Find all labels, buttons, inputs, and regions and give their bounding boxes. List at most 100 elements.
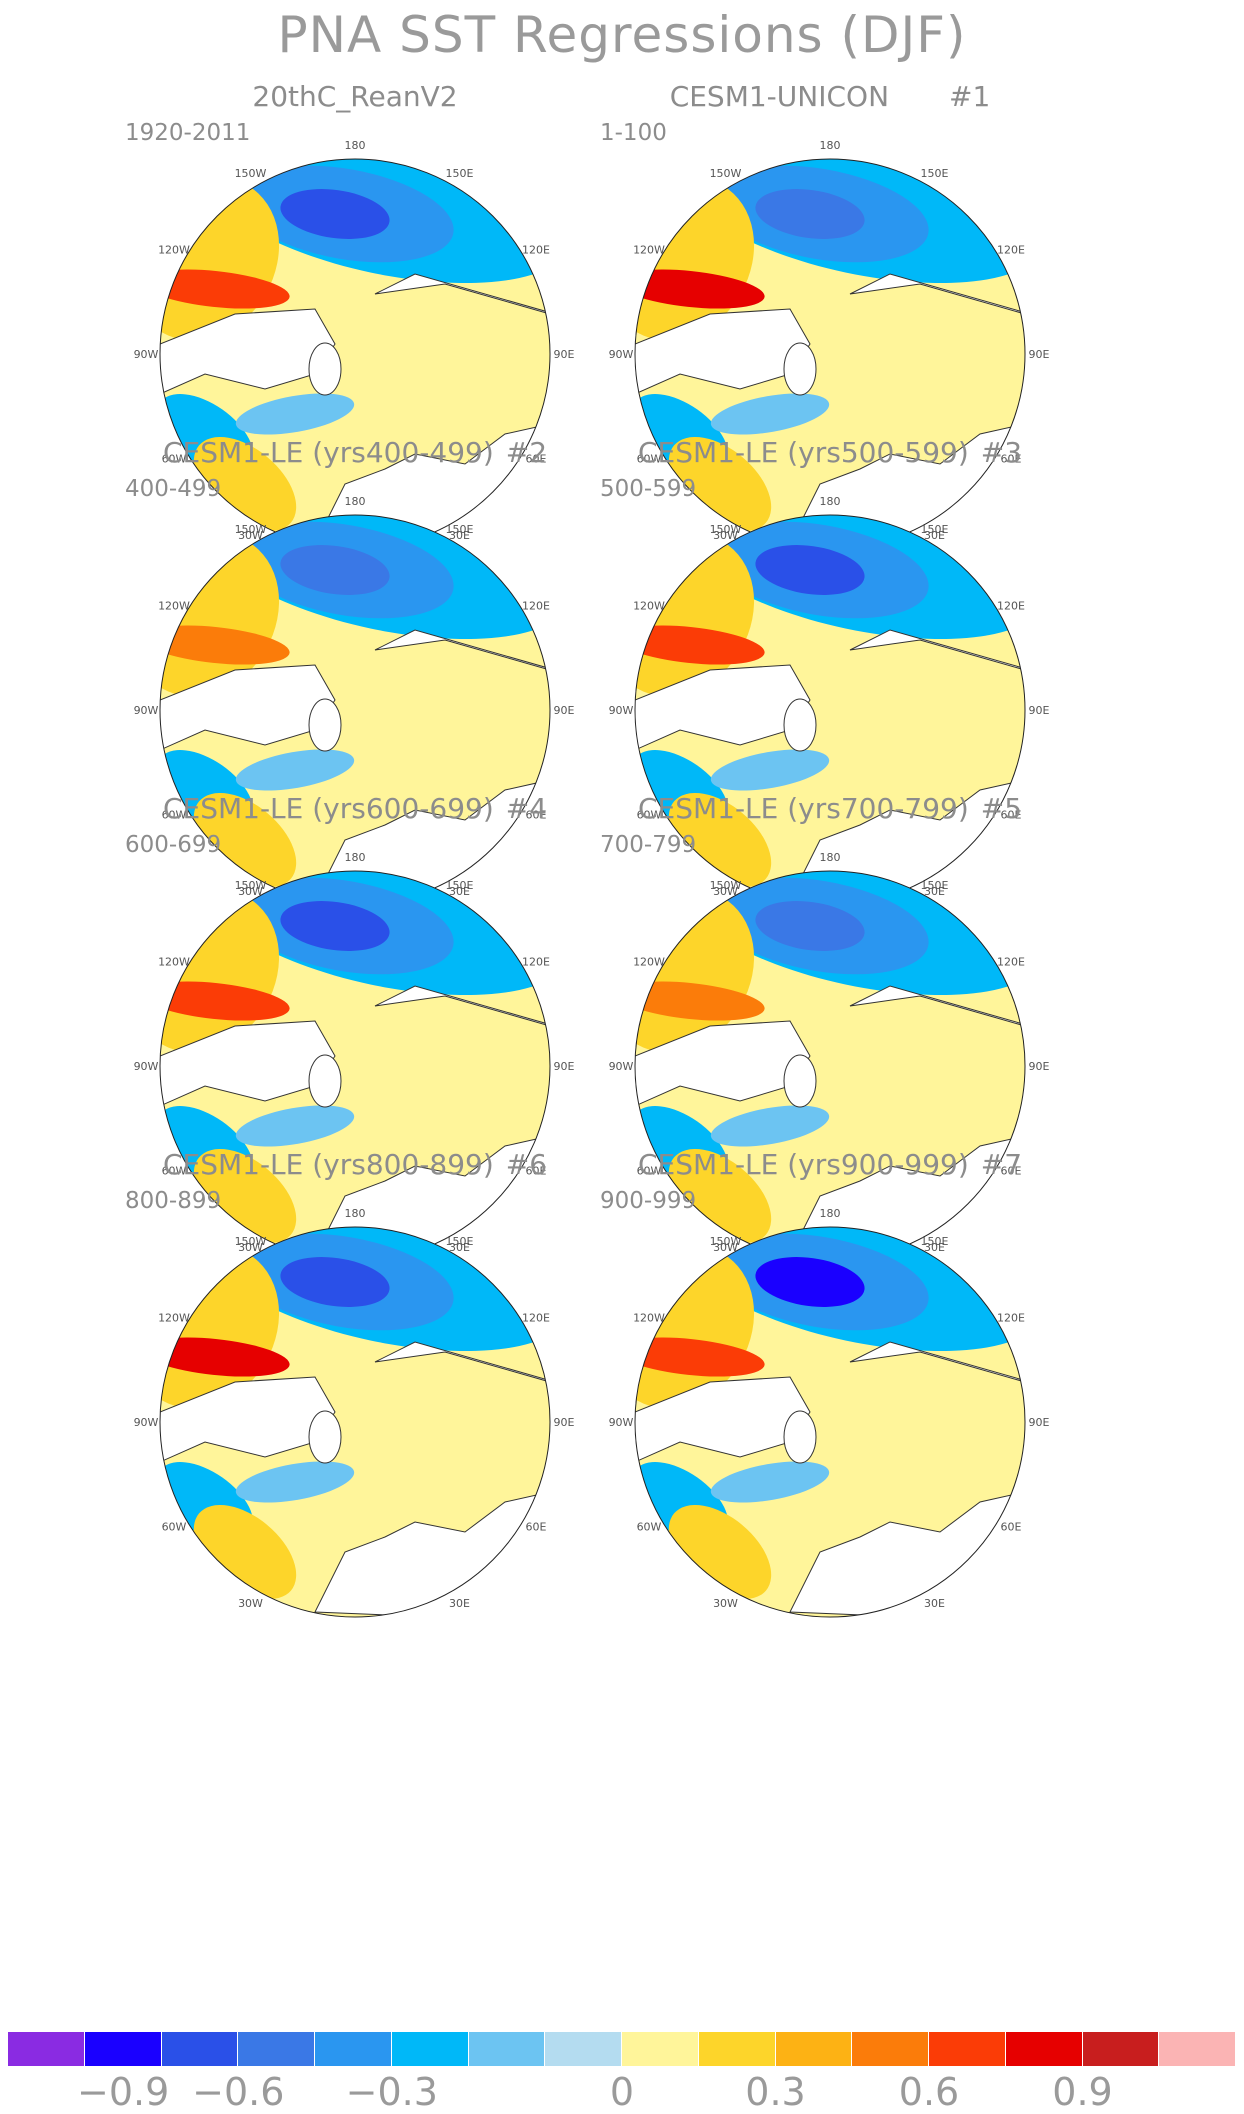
colorbar-segment xyxy=(852,2032,929,2066)
panel-years: 900-999 xyxy=(600,1188,697,1214)
longitude-label: 150W xyxy=(710,523,742,536)
map-panel-3: CESM1-LE (yrs400-499) #2 400-499 180 150E 120… xyxy=(115,436,595,906)
longitude-label: 120W xyxy=(158,1312,190,1325)
panel-title: CESM1-LE (yrs900-999) #7 xyxy=(590,1148,1070,1181)
panel-title: CESM1-LE (yrs700-799) #5 xyxy=(590,792,1070,825)
longitude-label: 30W xyxy=(238,1241,263,1254)
greenland-landmass xyxy=(783,1054,817,1108)
east-pacific-anomaly-core xyxy=(160,1337,290,1377)
longitude-label: 150E xyxy=(446,523,474,536)
colorbar-segment xyxy=(622,2032,699,2066)
longitude-label: 30E xyxy=(924,1241,945,1254)
panel-years: 700-799 xyxy=(600,832,697,858)
longitude-label: 30E xyxy=(924,1597,945,1610)
longitude-label: 180 xyxy=(345,139,366,152)
longitude-label: 30W xyxy=(713,1241,738,1254)
panel-model-name: CESM1-LE (yrs500-599) xyxy=(637,436,969,469)
panel-title: 20thC_ReanV2 xyxy=(115,80,595,113)
longitude-label: 120E xyxy=(997,1312,1025,1325)
colorbar-segment xyxy=(238,2032,315,2066)
greenland-landmass xyxy=(783,342,817,396)
longitude-label: 180 xyxy=(345,1207,366,1220)
colorbar-segment xyxy=(161,2032,239,2066)
panel-years: 600-699 xyxy=(125,832,222,858)
panel-title: CESM1-LE (yrs800-899) #6 xyxy=(115,1148,595,1181)
subpolar-atlantic-anomaly xyxy=(235,1461,355,1503)
longitude-label: 90W xyxy=(609,704,634,717)
panel-number: #1 xyxy=(949,80,991,113)
longitude-label: 180 xyxy=(345,495,366,508)
longitude-label: 60W xyxy=(637,453,662,466)
panel-number: #2 xyxy=(505,436,548,469)
longitude-label: 120W xyxy=(158,600,190,613)
longitude-label: 90E xyxy=(554,1060,575,1073)
colorbar-segment xyxy=(84,2032,162,2066)
longitude-label: 150E xyxy=(446,167,474,180)
panel-model-name: CESM1-LE (yrs700-799) xyxy=(637,792,969,825)
north-pacific-anomaly-core xyxy=(755,901,865,951)
longitude-label: 30E xyxy=(924,885,945,898)
longitude-label: 150E xyxy=(446,1235,474,1248)
north-pacific-anomaly-core xyxy=(280,1257,390,1307)
longitude-label: 30W xyxy=(713,529,738,542)
polar-map: 180150E120E90E60E30E030W60W90W120W150W xyxy=(609,851,1050,1262)
longitude-label: 180 xyxy=(345,851,366,864)
longitude-label: 30E xyxy=(924,529,945,542)
longitude-label: 180 xyxy=(820,495,841,508)
longitude-label: 120W xyxy=(633,244,665,257)
eurasia-africa-landmass xyxy=(314,985,550,1261)
longitude-label: 60W xyxy=(162,1521,187,1534)
map-panel-6: CESM1-LE (yrs700-799) #5 700-799 180 150E 120… xyxy=(590,792,1070,1262)
longitude-label: 90E xyxy=(1029,704,1050,717)
eurasia-africa-landmass xyxy=(789,1341,1025,1617)
panel-title: CESM1-LE (yrs500-599) #3 xyxy=(590,436,1070,469)
map-panel-4: CESM1-LE (yrs500-599) #3 500-599 180 150E 120… xyxy=(590,436,1070,906)
colorbar-tick-label: −0.3 xyxy=(345,2070,438,2114)
longitude-label: 150E xyxy=(921,167,949,180)
longitude-label: 180 xyxy=(820,1207,841,1220)
colorbar-segment xyxy=(1005,2032,1083,2066)
eurasia-africa-landmass xyxy=(789,273,1025,549)
longitude-label: 60W xyxy=(637,809,662,822)
panel-model-name: CESM1-LE (yrs800-899) xyxy=(162,1148,494,1181)
polar-map: 180150E120E90E60E30E030W60W90W120W150W xyxy=(134,851,575,1262)
panel-years: 1-100 xyxy=(600,120,667,146)
subpolar-atlantic-anomaly xyxy=(235,393,355,435)
longitude-label: 120W xyxy=(633,1312,665,1325)
longitude-label: 30W xyxy=(713,885,738,898)
map-border xyxy=(634,1226,1026,1618)
greenland-landmass xyxy=(308,342,342,396)
east-pacific-anomaly-core xyxy=(635,269,765,309)
polar-map: 180150E120E90E60E30E030W60W90W120W150W xyxy=(134,1207,575,1618)
subpolar-atlantic-anomaly xyxy=(710,393,830,435)
longitude-label: 120E xyxy=(522,956,550,969)
panel-number: #7 xyxy=(980,1148,1023,1181)
colorbar-tick-label: 0 xyxy=(609,2070,635,2114)
colorbar-segment xyxy=(545,2032,622,2066)
colorbar-segment xyxy=(391,2032,469,2066)
longitude-label: 150W xyxy=(710,167,742,180)
longitude-label: 60E xyxy=(1001,1165,1022,1178)
colorbar-segment xyxy=(698,2032,776,2066)
subpolar-atlantic-anomaly xyxy=(710,1105,830,1147)
subpolar-atlantic-anomaly xyxy=(710,749,830,791)
longitude-label: 90E xyxy=(1029,1060,1050,1073)
polar-map: 180150E120E90E60E30E030W60W90W120W150W xyxy=(134,139,575,550)
colorbar-tick-label: 0.9 xyxy=(1052,2070,1113,2114)
longitude-label: 120E xyxy=(997,956,1025,969)
longitude-label: 150E xyxy=(921,1235,949,1248)
longitude-label: 150W xyxy=(235,879,267,892)
panel-number: #3 xyxy=(980,436,1023,469)
longitude-label: 30E xyxy=(449,529,470,542)
longitude-label: 30W xyxy=(238,885,263,898)
greenland-landmass xyxy=(783,1410,817,1464)
longitude-label: 30E xyxy=(449,1241,470,1254)
greenland-landmass xyxy=(783,698,817,752)
panel-title: CESM1-LE (yrs400-499) #2 xyxy=(115,436,595,469)
east-pacific-anomaly-core xyxy=(160,981,290,1021)
panel-model-name: 20thC_ReanV2 xyxy=(252,80,458,113)
panel-years: 1920-2011 xyxy=(125,120,251,146)
panel-model-name: CESM1-UNICON xyxy=(669,80,890,113)
longitude-label: 60E xyxy=(1001,809,1022,822)
longitude-label: 60W xyxy=(637,1165,662,1178)
